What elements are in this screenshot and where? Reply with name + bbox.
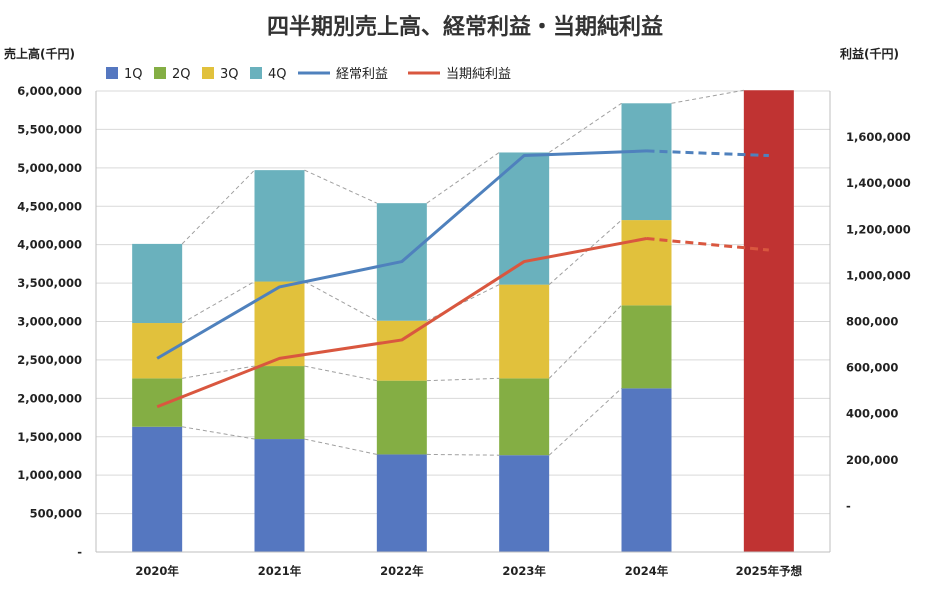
connector-line [548,387,622,456]
bar-segment-2Q [621,305,672,389]
left-tick-label: 1,500,000 [17,430,82,444]
category-label: 2024年 [625,564,669,578]
legend-label-1Q: 1Q [124,67,143,82]
connector-line [548,102,622,153]
bar-segment-1Q [132,426,183,552]
right-tick-label: 1,000,000 [846,268,911,282]
right-axis-title: 利益(千円) [840,46,899,61]
right-tick-label: 1,600,000 [846,130,911,144]
connector-line [304,365,377,382]
left-tick-label: 1,000,000 [17,468,82,482]
left-tick-label: 5,500,000 [17,122,82,136]
connector-line [548,305,622,379]
right-tick-label: 800,000 [846,315,898,329]
connector-line [304,438,377,455]
line-forecast-当期純利益 [646,237,769,252]
bar-segment-4Q [132,243,183,324]
connector-line [426,453,500,456]
category-label: 2021年 [258,564,302,578]
right-tick-label: 200,000 [846,453,898,467]
connector-line [548,219,622,285]
connector-line [182,365,255,379]
left-tick-label: 2,500,000 [17,353,82,367]
connector-line [304,169,378,204]
left-axis-title: 売上高(千円) [4,46,75,61]
axes: - 500,000 1,000,000 1,500,000 2,000,000 2,500… [17,84,911,578]
connector-line [426,377,500,382]
legend-label-2Q: 2Q [172,67,191,82]
bar-segment-3Q [254,281,305,367]
bars [132,90,794,553]
legend: 1Q 2Q 3Q 4Q 経常利益 当期純利益 [106,67,511,82]
connector-line [182,426,255,440]
bar-segment-1Q [499,455,550,552]
left-tick-label: 4,000,000 [17,238,82,252]
bar-segment-1Q [254,439,305,552]
left-tick-label: 3,000,000 [17,315,82,329]
bar-segment-2Q [499,378,550,456]
bar-forecast [743,90,794,553]
category-label: 2020年 [135,564,179,578]
bar-segment-2Q [376,380,427,455]
connector-lines [181,89,744,456]
legend-label-3Q: 3Q [220,67,239,82]
right-tick-label: 1,400,000 [846,176,911,190]
legend-label-経常利益: 経常利益 [336,67,388,82]
legend-swatch-3Q [202,67,214,79]
left-tick-label: 5,000,000 [17,161,82,175]
bar-segment-2Q [132,378,183,427]
legend-swatch-4Q [250,67,262,79]
bar-segment-3Q [499,284,550,379]
bar-segment-4Q [254,170,305,282]
legend-label-当期純利益: 当期純利益 [446,67,511,82]
left-tick-label: - [77,545,82,559]
category-label: 2025年予想 [736,564,803,578]
bar-segment-4Q [621,103,672,221]
line-当期純利益 [156,237,647,409]
connector-line [426,152,500,204]
left-tick-label: 6,000,000 [17,84,82,98]
left-tick-label: 4,500,000 [17,199,82,213]
connector-line [671,89,744,104]
chart-title: 四半期別売上高、経常利益・当期純利益 [267,14,663,40]
legend-swatch-2Q [154,67,166,79]
profit-lines [156,149,769,409]
line-経常利益 [156,149,647,360]
right-tick-label: 400,000 [846,407,898,421]
bar-segment-1Q [621,388,672,552]
legend-swatch-1Q [106,67,118,79]
bar-segment-2Q [254,366,305,440]
left-tick-label: 2,000,000 [17,391,82,405]
category-label: 2023年 [502,564,546,578]
bar-segment-3Q [132,323,183,379]
right-tick-label: 1,200,000 [846,222,911,236]
right-tick-label: - [846,499,851,513]
left-tick-label: 3,500,000 [17,276,82,290]
legend-label-4Q: 4Q [268,67,287,82]
right-tick-label: 600,000 [846,361,898,375]
line-forecast-経常利益 [646,149,769,158]
connector-line [304,281,378,322]
connector-line [181,281,255,324]
bar-segment-3Q [621,220,672,306]
bar-segment-1Q [376,454,427,552]
connector-line [181,169,255,245]
category-label: 2022年 [380,564,424,578]
left-tick-label: 500,000 [30,507,82,521]
